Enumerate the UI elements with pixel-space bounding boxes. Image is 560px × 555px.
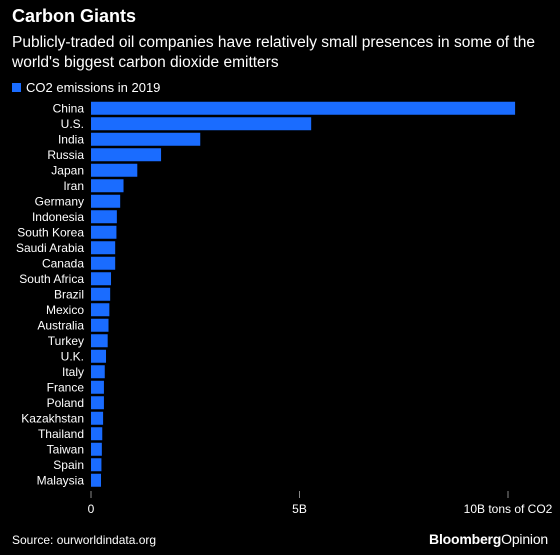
- bar: [91, 256, 116, 270]
- legend-swatch: [12, 83, 21, 92]
- category-label: Iran: [63, 179, 84, 193]
- category-label: Japan: [51, 163, 84, 177]
- bar: [91, 349, 107, 363]
- bar: [91, 148, 162, 162]
- bar: [91, 458, 102, 472]
- bar: [91, 318, 109, 332]
- bar: [91, 303, 110, 317]
- category-label: India: [58, 132, 84, 146]
- category-label: Malaysia: [37, 473, 85, 487]
- category-label: Kazakhstan: [21, 411, 84, 425]
- bar: [91, 334, 108, 348]
- category-label: South Africa: [19, 272, 84, 286]
- bar: [91, 101, 516, 115]
- legend-label: CO2 emissions in 2019: [26, 80, 161, 95]
- bar: [91, 427, 103, 441]
- category-label: Saudi Arabia: [16, 241, 84, 255]
- category-label: Brazil: [54, 287, 84, 301]
- bar: [91, 272, 112, 286]
- bar: [91, 210, 117, 224]
- category-label: South Korea: [17, 225, 84, 239]
- category-label: U.K.: [61, 349, 84, 363]
- legend: CO2 emissions in 2019: [12, 80, 160, 95]
- bar: [91, 179, 124, 193]
- chart-subtitle: Publicly-traded oil companies have relat…: [12, 34, 535, 71]
- bar: [91, 380, 104, 394]
- category-label: Taiwan: [47, 442, 84, 456]
- category-label: Turkey: [48, 334, 84, 348]
- bar: [91, 132, 201, 146]
- brand-bold: Bloomberg: [429, 531, 502, 547]
- chart-title: Carbon Giants: [12, 6, 137, 26]
- category-label: Thailand: [38, 427, 84, 441]
- bar: [91, 117, 312, 131]
- bar: [91, 442, 102, 456]
- category-label: Canada: [42, 256, 84, 270]
- category-label: Australia: [37, 318, 84, 332]
- bar: [91, 396, 104, 410]
- x-tick-label: 0: [88, 502, 95, 516]
- brand-logo: BloombergOpinion: [429, 531, 548, 547]
- brand-regular: Opinion: [501, 531, 548, 547]
- x-tick-label: 5B: [292, 502, 307, 516]
- bar: [91, 365, 105, 379]
- bar: [91, 473, 102, 487]
- x-tick-label: 10B tons of CO2: [464, 502, 553, 516]
- bar: [91, 194, 121, 208]
- category-label: U.S.: [61, 117, 84, 131]
- category-label: Poland: [47, 396, 84, 410]
- bar: [91, 225, 117, 239]
- category-label: France: [47, 380, 85, 394]
- bar: [91, 241, 116, 255]
- category-label: Indonesia: [32, 210, 84, 224]
- category-label: Spain: [53, 458, 84, 472]
- category-label: Italy: [62, 365, 84, 379]
- bar: [91, 287, 111, 301]
- category-label: Russia: [47, 148, 84, 162]
- source-note: Source: ourworldindata.org: [12, 533, 157, 547]
- bar: [91, 163, 138, 177]
- category-label: Germany: [35, 194, 84, 208]
- bar: [91, 411, 104, 425]
- category-label: China: [53, 101, 85, 115]
- category-label: Mexico: [46, 303, 84, 317]
